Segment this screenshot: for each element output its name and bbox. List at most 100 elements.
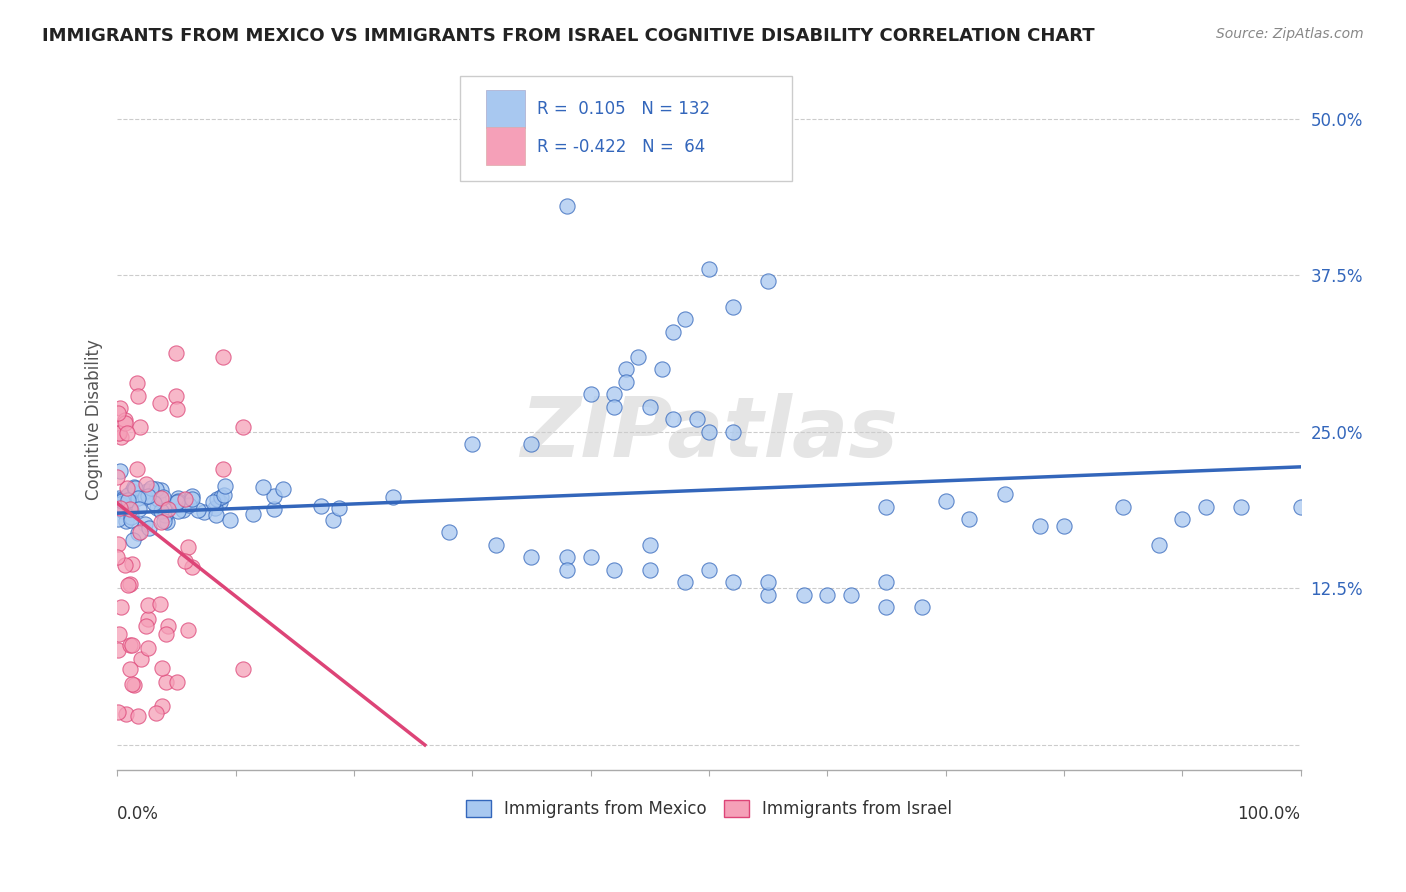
Point [209,495,232,509]
Point [122,533,145,547]
Point [638,400,661,414]
Point [214,479,236,493]
Point [150,661,173,675]
Point [150,516,173,530]
Point [149,597,172,611]
Point [1171,512,1194,526]
Point [127,491,149,506]
Point [211,350,233,364]
Point [603,400,626,414]
Point [603,387,626,401]
Point [322,513,344,527]
Point [1230,500,1253,514]
Point [382,490,405,504]
Point [115,514,138,528]
Point [1147,537,1170,551]
Point [118,577,141,591]
Point [134,517,156,532]
Point [603,563,626,577]
Point [156,502,179,516]
Point [839,588,862,602]
Point [485,537,508,551]
Point [111,493,134,508]
Legend: Immigrants from Mexico, Immigrants from Israel: Immigrants from Mexico, Immigrants from … [460,793,959,825]
Point [150,491,173,505]
Point [107,537,129,551]
Point [118,662,141,676]
Point [117,493,139,508]
Point [180,490,202,504]
Point [152,490,174,504]
Point [177,541,200,555]
Point [167,494,190,508]
Point [662,412,685,426]
Point [911,600,934,615]
Text: 100.0%: 100.0% [1237,805,1301,823]
Point [328,501,350,516]
Point [114,416,136,430]
Point [792,588,814,602]
Point [187,503,209,517]
Point [165,389,187,403]
Point [153,514,176,528]
Point [118,502,141,516]
Text: Source: ZipAtlas.com: Source: ZipAtlas.com [1216,27,1364,41]
Point [520,549,543,564]
Point [112,498,135,512]
Point [127,487,149,501]
Point [721,425,744,439]
Point [139,481,162,495]
Point [697,262,720,277]
Point [155,674,177,689]
Point [125,376,148,390]
Point [166,504,188,518]
Point [1112,500,1135,514]
Point [150,483,173,497]
Point [461,437,484,451]
Point [127,526,149,541]
Point [651,362,673,376]
Point [143,496,166,510]
Point [117,578,139,592]
Point [149,396,172,410]
Point [125,462,148,476]
Point [934,493,956,508]
Point [108,497,131,511]
Point [756,575,779,590]
Point [875,575,897,590]
Point [555,563,578,577]
Point [166,675,188,690]
Point [252,480,274,494]
Point [156,619,179,633]
Point [697,425,720,439]
Point [167,491,190,505]
Point [815,588,838,602]
Point [520,437,543,451]
Point [145,483,167,497]
Point [128,524,150,539]
Point [108,491,131,505]
Point [150,503,173,517]
Point [108,401,131,416]
Point [120,503,142,517]
Text: IMMIGRANTS FROM MEXICO VS IMMIGRANTS FROM ISRAEL COGNITIVE DISABILITY CORRELATIO: IMMIGRANTS FROM MEXICO VS IMMIGRANTS FRO… [42,27,1095,45]
Point [174,554,197,568]
Point [138,521,160,535]
Point [1289,500,1312,514]
Point [209,490,232,504]
Point [150,699,173,714]
Point [114,413,136,427]
FancyBboxPatch shape [460,76,792,181]
Point [263,490,285,504]
Point [121,557,143,571]
Point [128,501,150,516]
Point [579,549,602,564]
Point [108,464,131,478]
Point [146,501,169,516]
Bar [486,89,526,128]
Point [207,491,229,506]
Point [136,483,159,498]
Point [120,509,142,524]
Point [127,389,149,403]
Point [107,627,129,641]
